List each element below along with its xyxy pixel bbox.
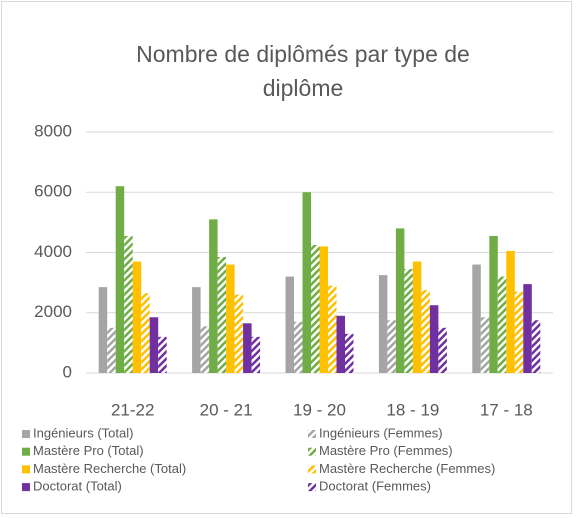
bar bbox=[302, 192, 311, 373]
y-tick-label: 6000 bbox=[34, 182, 72, 201]
bar bbox=[404, 269, 413, 373]
bar bbox=[429, 305, 439, 373]
legend-swatch bbox=[308, 430, 316, 438]
bar bbox=[523, 284, 532, 373]
x-tick-label: 18 - 19 bbox=[386, 400, 439, 419]
y-tick-label: 4000 bbox=[34, 242, 72, 261]
bar bbox=[132, 261, 142, 373]
legend-label: Ingénieurs (Femmes) bbox=[319, 425, 443, 440]
legend-swatch bbox=[22, 483, 30, 492]
legend-label: Mastère Recherche (Femmes) bbox=[319, 461, 495, 476]
bar bbox=[438, 327, 447, 373]
bar bbox=[141, 293, 150, 373]
bar bbox=[328, 285, 337, 373]
y-tick-label: 8000 bbox=[34, 121, 72, 140]
bar bbox=[378, 275, 388, 373]
bar bbox=[115, 186, 125, 373]
bar bbox=[514, 291, 524, 373]
bar bbox=[243, 323, 252, 373]
legend-swatch bbox=[22, 430, 30, 438]
chart-title: Nombre de diplômés par type de bbox=[136, 41, 470, 67]
legend-swatch bbox=[308, 465, 316, 474]
chart-title: diplôme bbox=[263, 75, 344, 101]
bar bbox=[480, 317, 490, 373]
bar bbox=[294, 321, 303, 373]
legend-swatch bbox=[22, 447, 30, 456]
bar bbox=[395, 228, 405, 373]
legend-label: Doctorat (Femmes) bbox=[319, 479, 431, 494]
x-tick-label: 19 - 20 bbox=[293, 400, 346, 419]
legend-label: Mastère Pro (Total) bbox=[33, 443, 144, 458]
bar bbox=[217, 257, 227, 373]
bar bbox=[336, 315, 345, 373]
bar bbox=[497, 276, 507, 373]
bar bbox=[506, 250, 515, 373]
bar bbox=[192, 287, 201, 373]
y-tick-label: 2000 bbox=[34, 302, 72, 321]
bar bbox=[124, 235, 133, 373]
legend-label: Ingénieurs (Total) bbox=[33, 425, 133, 440]
bar bbox=[472, 264, 481, 373]
x-tick-label: 21-22 bbox=[111, 400, 154, 419]
bar bbox=[200, 326, 210, 373]
bar bbox=[158, 336, 167, 373]
bar bbox=[209, 219, 218, 373]
bar bbox=[387, 320, 396, 373]
bar bbox=[234, 294, 244, 373]
legend-label: Doctorat (Total) bbox=[33, 479, 122, 494]
bar bbox=[226, 264, 235, 373]
legend-swatch bbox=[22, 465, 30, 474]
bar bbox=[412, 261, 422, 373]
bar bbox=[107, 327, 116, 373]
y-tick-label: 0 bbox=[63, 362, 72, 381]
bar bbox=[251, 336, 261, 373]
bar bbox=[489, 235, 498, 373]
bar bbox=[311, 244, 320, 373]
legend-label: Mastère Pro (Femmes) bbox=[319, 443, 453, 458]
x-tick-label: 17 - 18 bbox=[480, 400, 533, 419]
bar bbox=[531, 320, 541, 373]
legend-swatch bbox=[308, 483, 316, 492]
x-tick-label: 20 - 21 bbox=[200, 400, 253, 419]
bar bbox=[345, 333, 354, 373]
bar bbox=[319, 246, 328, 373]
bar bbox=[98, 287, 108, 373]
legend-swatch bbox=[308, 447, 316, 456]
bar bbox=[149, 317, 159, 373]
legend-label: Mastère Recherche (Total) bbox=[33, 461, 186, 476]
bar bbox=[285, 276, 294, 373]
bar bbox=[421, 290, 430, 373]
